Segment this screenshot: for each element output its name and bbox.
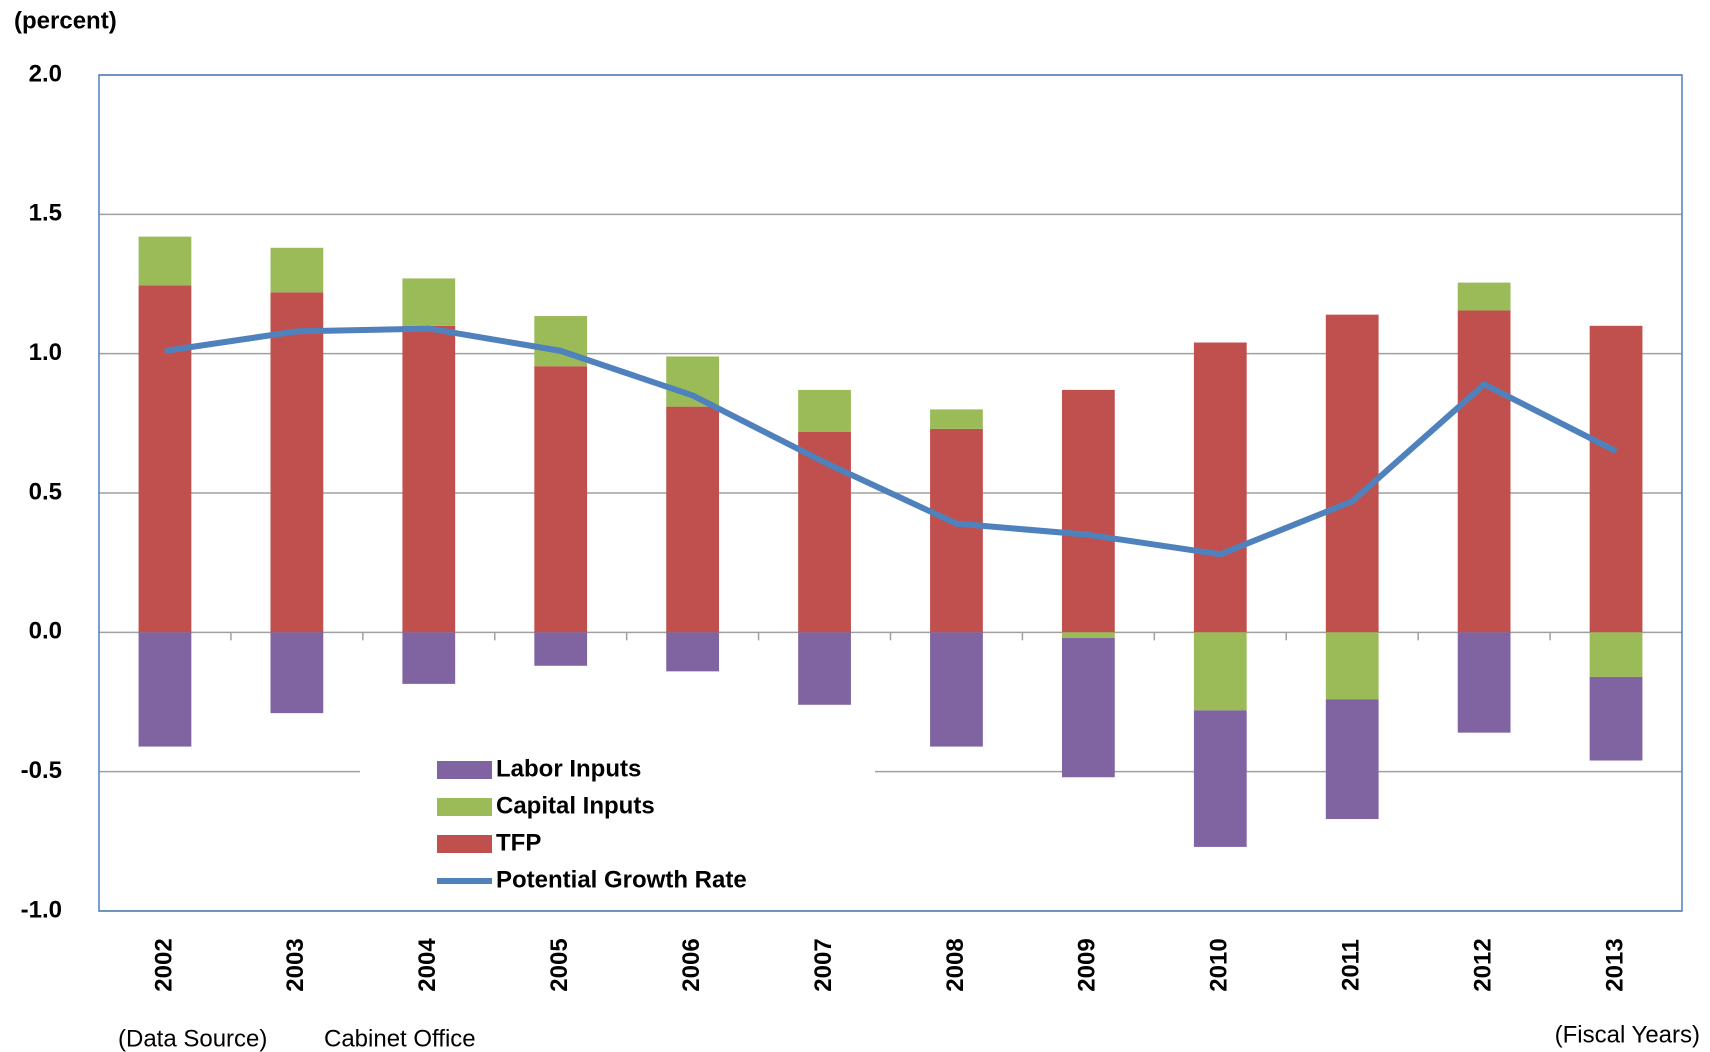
x-tick-label: 2008 [942,938,969,991]
bar-segment [402,278,456,326]
source: Cabinet Office [324,1025,476,1052]
bar-segment [1193,342,1247,633]
x-unit-label: (Fiscal Years) [1555,1021,1700,1048]
legend-label: Capital Inputs [496,792,655,819]
bar-segment [1325,699,1379,820]
legend-swatch [437,835,492,853]
bar-segment [138,285,192,633]
bar-segment [402,325,456,633]
legend-label: Potential Growth Rate [496,866,747,893]
legend-label: Labor Inputs [496,755,641,782]
bar-segment [798,389,851,432]
bar-segment [666,632,720,672]
bar-segment [1325,632,1379,700]
y-tick-label: 2.0 [29,60,62,87]
bar-segment [270,247,324,293]
bar-segment [270,632,324,714]
y-tick-label: -0.5 [21,757,62,784]
bar-segment [1589,632,1643,677]
y-tick-label: 0.0 [29,618,62,645]
bar-segment [798,632,851,705]
bar-segment [1325,314,1379,633]
x-tick-label: 2005 [546,938,573,991]
bar-segment [1457,310,1511,633]
bar-segment [1589,676,1643,761]
bar-segment [930,409,983,429]
bar-segment [1061,632,1115,638]
bar-segment [930,428,983,633]
y-unit-label: (percent) [14,7,117,34]
line [164,325,1618,558]
x-tick-label: 2006 [678,938,705,991]
bar-segment [930,632,983,747]
bar-segment [666,406,720,633]
x-tick-label: 2013 [1601,938,1628,991]
y-tick-label: 1.5 [29,200,62,227]
y-tick-label: -1.0 [21,896,62,923]
bar-segment [1193,710,1247,847]
bar-segment [666,356,720,407]
bar-segment [1457,282,1511,311]
bar-segment [1457,632,1511,733]
legend-swatch [437,798,492,816]
bar-segment [534,366,588,633]
legend-label: TFP [496,829,541,856]
x-tick-label: 2010 [1206,938,1233,991]
bar-segment [1193,632,1247,711]
bar-segment [138,236,192,286]
source-label: (Data Source) [118,1025,267,1052]
y-tick-label: 0.5 [29,478,62,505]
x-tick-label: 2004 [414,938,441,992]
x-tick-label: 2011 [1338,939,1365,991]
bar-segment [1061,389,1115,633]
bar-segment [270,292,324,633]
plot-frame [98,74,1683,912]
bar-segment [1061,637,1115,778]
x-tick-label: 2002 [150,938,177,991]
bar-segment [534,632,588,666]
bar-segment [1589,325,1643,633]
x-tick-label: 2003 [282,938,309,991]
legend-swatch [437,761,492,779]
x-tick-label: 2012 [1469,938,1496,991]
y-tick-label: 1.0 [29,339,62,366]
bar-segment [402,632,456,684]
x-tick-label: 2007 [810,938,837,991]
x-tick-label: 2009 [1074,938,1101,991]
bar-segment [138,632,192,747]
